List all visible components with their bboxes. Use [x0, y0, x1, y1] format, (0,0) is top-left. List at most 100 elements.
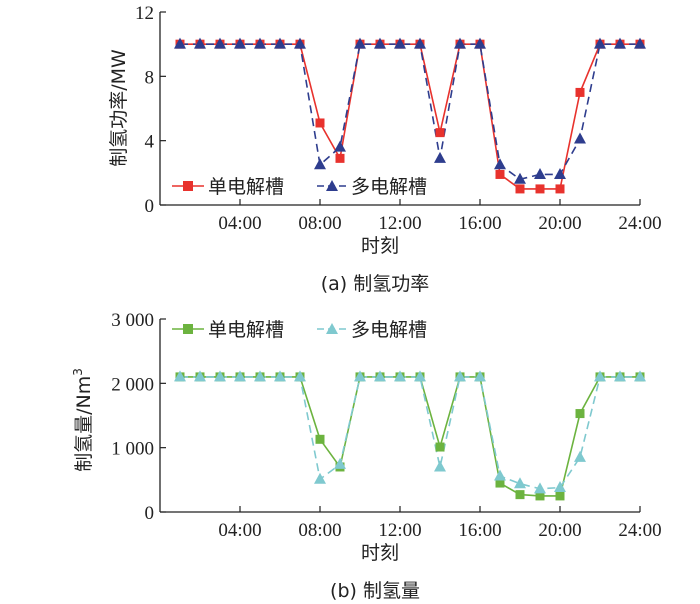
- x-tick-label: 12:00: [378, 520, 421, 541]
- data-point-triangle: [554, 167, 566, 179]
- data-point-triangle: [194, 370, 206, 382]
- data-point-triangle: [454, 37, 466, 49]
- data-point-triangle: [594, 37, 606, 49]
- x-tick-label: 24:00: [618, 520, 661, 541]
- legend-square-marker: [183, 324, 193, 334]
- data-point-triangle: [394, 370, 406, 382]
- data-point-square: [515, 490, 525, 500]
- data-point-triangle: [394, 37, 406, 49]
- data-point-triangle: [434, 151, 446, 163]
- data-point-square: [435, 128, 445, 138]
- data-point-triangle: [474, 370, 486, 382]
- data-point-triangle: [554, 481, 566, 493]
- panel-a-y-axis-label: 制氢功率/MW: [108, 49, 130, 167]
- y-tick-label: 1 000: [111, 439, 154, 460]
- data-point-triangle: [514, 172, 526, 184]
- data-point-triangle: [454, 370, 466, 382]
- data-point-triangle: [194, 37, 206, 49]
- data-point-triangle: [334, 457, 346, 469]
- y-tick-label: 4: [145, 132, 155, 153]
- data-point-triangle: [334, 140, 346, 152]
- y-tick-label: 3 000: [111, 310, 154, 331]
- data-point-triangle: [354, 37, 366, 49]
- panel-b-legend: 单电解槽 多电解槽: [172, 319, 427, 341]
- series-line-multi: [180, 376, 640, 490]
- panel-b-legend-single: 单电解槽: [208, 319, 284, 341]
- data-point-triangle: [174, 37, 186, 49]
- data-point-triangle: [314, 472, 326, 484]
- data-point-triangle: [434, 460, 446, 472]
- data-point-square: [315, 118, 325, 128]
- data-point-square: [495, 478, 505, 488]
- data-point-square: [575, 409, 585, 419]
- series-line-single: [180, 376, 640, 497]
- legend-triangle-marker: [326, 180, 338, 191]
- data-point-triangle: [214, 370, 226, 382]
- data-point-square: [315, 434, 325, 444]
- y-tick-label: 8: [145, 67, 155, 88]
- data-point-triangle: [314, 158, 326, 170]
- data-point-triangle: [574, 450, 586, 462]
- panel-a-legend-single: 单电解槽: [208, 176, 284, 198]
- data-point-triangle: [414, 370, 426, 382]
- panel-a-legend-multi: 多电解槽: [351, 176, 427, 198]
- data-point-square: [435, 442, 445, 452]
- data-point-triangle: [374, 370, 386, 382]
- data-point-triangle: [614, 37, 626, 49]
- panel-b-legend-multi: 多电解槽: [351, 319, 427, 341]
- y-tick-label: 0: [145, 503, 155, 524]
- x-tick-label: 16:00: [458, 520, 501, 541]
- panel-b-y-axis-label: 制氢量/Nm3: [71, 368, 95, 472]
- x-tick-label: 04:00: [218, 213, 261, 234]
- y-tick-label: 0: [145, 196, 155, 217]
- x-tick-label: 16:00: [458, 213, 501, 234]
- data-point-square: [495, 169, 505, 179]
- panel-a-legend: 单电解槽 多电解槽: [172, 176, 427, 198]
- data-point-triangle: [254, 37, 266, 49]
- data-point-triangle: [494, 469, 506, 481]
- legend-square-marker: [183, 181, 193, 191]
- panel-a-caption: (a) 制氢功率: [321, 273, 430, 295]
- data-point-triangle: [634, 370, 646, 382]
- x-tick-label: 20:00: [538, 520, 581, 541]
- data-point-triangle: [414, 37, 426, 49]
- data-point-triangle: [534, 482, 546, 494]
- data-point-triangle: [614, 370, 626, 382]
- data-point-triangle: [254, 370, 266, 382]
- data-point-triangle: [374, 37, 386, 49]
- data-point-triangle: [294, 37, 306, 49]
- x-tick-label: 24:00: [618, 213, 661, 234]
- y-tick-label: 12: [135, 3, 154, 24]
- data-point-triangle: [494, 158, 506, 170]
- data-point-triangle: [634, 37, 646, 49]
- data-point-square: [335, 153, 345, 163]
- data-point-square: [535, 184, 545, 194]
- x-tick-label: 20:00: [538, 213, 581, 234]
- data-point-triangle: [234, 37, 246, 49]
- series-line-multi: [180, 43, 640, 181]
- data-point-triangle: [234, 370, 246, 382]
- data-point-triangle: [354, 370, 366, 382]
- panel-a-power-chart: 0 4 8 12 04:00 08:00 12:00 16:00 20:00 24:00 制氢功…: [108, 3, 662, 295]
- data-point-triangle: [174, 370, 186, 382]
- panel-b-volume-chart: 0 1 000 2 000 3 000 04:00 08:00 12:00 16:00 20:…: [71, 310, 662, 602]
- x-tick-label: 08:00: [298, 213, 341, 234]
- data-point-triangle: [534, 167, 546, 179]
- data-point-triangle: [474, 37, 486, 49]
- data-point-square: [515, 184, 525, 194]
- data-point-triangle: [274, 37, 286, 49]
- data-point-square: [555, 491, 565, 501]
- legend-triangle-marker: [326, 323, 338, 334]
- data-point-triangle: [294, 370, 306, 382]
- panel-b-caption: (b) 制氢量: [330, 580, 420, 602]
- data-point-triangle: [514, 477, 526, 489]
- y-tick-label: 2 000: [111, 374, 154, 395]
- panel-b-x-axis-label: 时刻: [361, 542, 399, 564]
- series-line-single: [180, 43, 640, 190]
- data-point-triangle: [274, 370, 286, 382]
- data-point-square: [555, 184, 565, 194]
- data-point-triangle: [214, 37, 226, 49]
- panel-a-x-axis-label: 时刻: [361, 235, 399, 257]
- data-point-triangle: [574, 132, 586, 144]
